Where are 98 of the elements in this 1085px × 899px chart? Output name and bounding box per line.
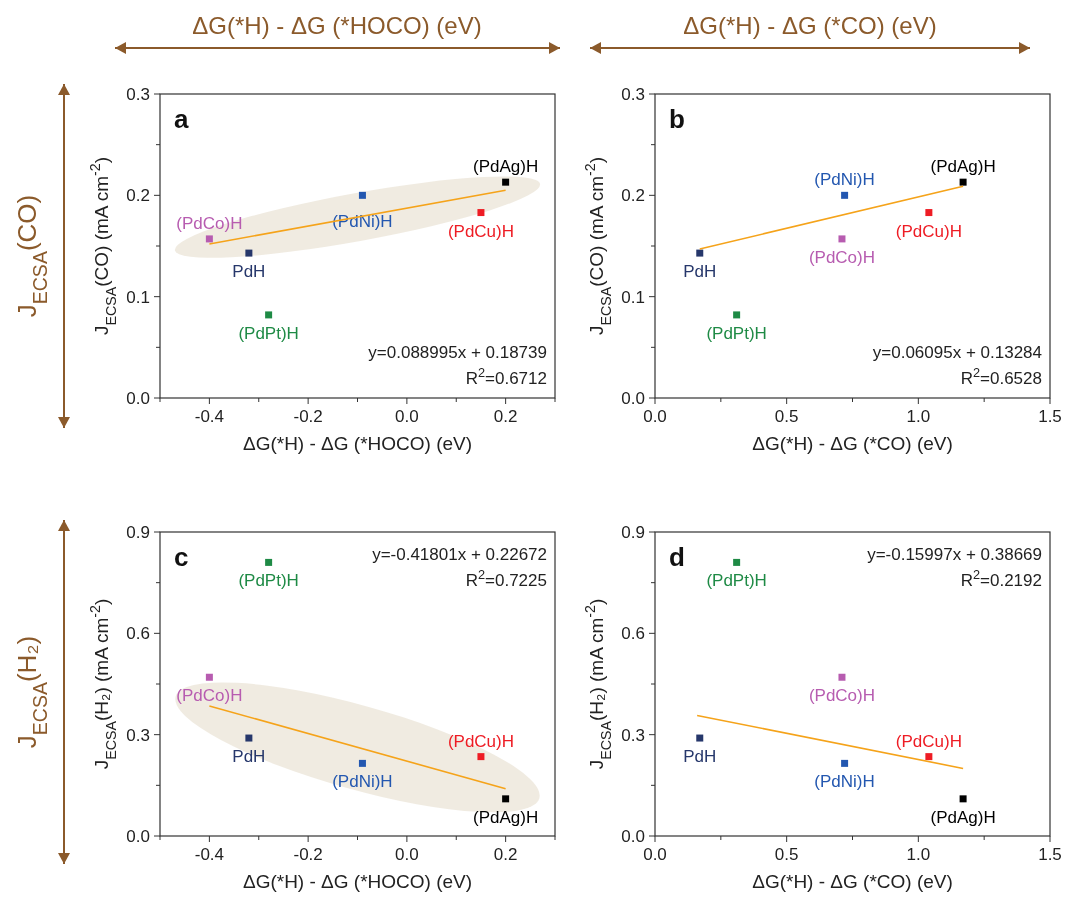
point (696, 734, 704, 742)
y-tick-label: 0.1 (126, 287, 150, 307)
text: ΔG(*H) - ΔG (*CO) (eV) (683, 12, 937, 39)
series-label: (PdNi)H (332, 772, 393, 792)
annotation: R$^{2}$=0.2192 (960, 566, 1042, 590)
x-tick-label: 0.0 (643, 845, 667, 864)
point (502, 178, 510, 186)
point (838, 673, 846, 681)
point (841, 191, 849, 199)
x-tick-label: 1.0 (906, 407, 931, 426)
point (959, 178, 967, 186)
y-tick-label: 0.1 (621, 287, 645, 307)
x-axis-title: ΔG(*H) - ΔG (*HOCO) (eV) (242, 433, 473, 454)
series-label: (PdAg)H (930, 157, 996, 177)
x-tick-label: 0.2 (493, 407, 518, 426)
series-label: PdH (232, 262, 266, 282)
y-tick-label: 0.9 (621, 523, 645, 542)
annotation: y=-0.15997x + 0.38669 (867, 545, 1042, 564)
point (838, 235, 846, 243)
series-label: (PdCo)H (808, 686, 876, 706)
series-label: (PdCu)H (447, 221, 514, 241)
x-tick-label: -0.4 (194, 845, 225, 864)
point (733, 558, 741, 566)
y-tick-label: 0.0 (621, 389, 645, 408)
point (477, 209, 485, 217)
chart-title: a (174, 104, 189, 134)
x-tick-label: 0.0 (395, 407, 419, 426)
point (205, 235, 213, 243)
chart-title: d (669, 542, 685, 572)
x-tick-label: 0.0 (395, 845, 419, 864)
point (841, 759, 849, 767)
y-tick-label: 0.2 (126, 186, 150, 206)
x-tick-label: 1.5 (1038, 845, 1062, 864)
chart-title: c (174, 542, 189, 572)
x-axis-title: ΔG(*H) - ΔG (*CO) (eV) (752, 433, 953, 454)
y-tick-label: 0.3 (126, 725, 150, 745)
y-tick-label: 0.3 (126, 85, 150, 104)
series-label: (PdPt)H (238, 571, 299, 591)
annotation: R$^{2}$=0.7225 (465, 566, 547, 590)
series-label: (PdCu)H (895, 221, 962, 241)
x-tick-label: 1.0 (906, 845, 931, 864)
series-label: (PdPt)H (238, 323, 299, 343)
annotation: R$^{2}$=0.6528 (960, 364, 1042, 388)
series-label: (PdCo)H (176, 213, 243, 233)
point (358, 191, 366, 199)
series-label: (PdCo)H (808, 247, 876, 267)
y-tick-label: 0.0 (126, 389, 150, 408)
series-label: PdH (683, 747, 717, 767)
y-tick-label: 0.6 (621, 624, 645, 644)
x-tick-label: -0.4 (194, 407, 225, 426)
point (265, 311, 273, 319)
series-label: (PdNi)H (814, 772, 875, 792)
text: ΔG(*H) - ΔG (*HOCO) (eV) (192, 12, 482, 39)
point (925, 209, 933, 217)
series-label: PdH (683, 262, 717, 282)
y-tick-label: 0.3 (621, 85, 645, 104)
x-tick-label: 1.5 (1038, 407, 1062, 426)
point (245, 734, 253, 742)
point (925, 753, 933, 761)
x-tick-label: 0.5 (774, 407, 799, 426)
point (733, 311, 741, 319)
chart-title: b (669, 104, 685, 134)
annotation: R$^{2}$=0.6712 (465, 364, 547, 388)
point (959, 795, 967, 803)
y-tick-label: 0.9 (126, 523, 150, 542)
series-label: (PdCu)H (895, 731, 962, 751)
point (477, 753, 485, 761)
series-label: (PdAg)H (473, 807, 539, 827)
point (502, 795, 510, 803)
x-axis-title: ΔG(*H) - ΔG (*CO) (eV) (752, 871, 953, 892)
y-tick-label: 0.0 (126, 827, 150, 846)
x-tick-label: 0.5 (774, 845, 799, 864)
x-tick-label: 0.2 (493, 845, 518, 864)
series-label: (PdAg)H (930, 807, 996, 827)
point (205, 673, 213, 681)
point (245, 249, 253, 257)
series-label: (PdCu)H (447, 731, 514, 751)
x-tick-label: -0.2 (293, 407, 323, 426)
x-tick-label: -0.2 (293, 845, 323, 864)
y-tick-label: 0.6 (126, 624, 150, 644)
series-label: (PdCo)H (176, 686, 243, 706)
point (265, 558, 273, 566)
x-tick-label: 0.0 (643, 407, 667, 426)
x-axis-title: ΔG(*H) - ΔG (*HOCO) (eV) (242, 871, 473, 892)
annotation: y=-0.41801x + 0.22672 (372, 545, 547, 564)
point (696, 249, 704, 257)
y-tick-label: 0.3 (621, 725, 645, 745)
series-label: (PdAg)H (473, 157, 539, 177)
point (358, 759, 366, 767)
y-tick-label: 0.0 (621, 827, 645, 846)
series-label: (PdNi)H (814, 170, 875, 190)
annotation: y=0.06095x + 0.13284 (872, 343, 1042, 362)
series-label: (PdPt)H (706, 571, 767, 591)
series-label: PdH (232, 747, 266, 767)
series-label: (PdNi)H (332, 212, 393, 232)
annotation: y=0.088995x + 0.18739 (368, 343, 547, 362)
series-label: (PdPt)H (706, 323, 767, 343)
y-tick-label: 0.2 (621, 186, 645, 206)
